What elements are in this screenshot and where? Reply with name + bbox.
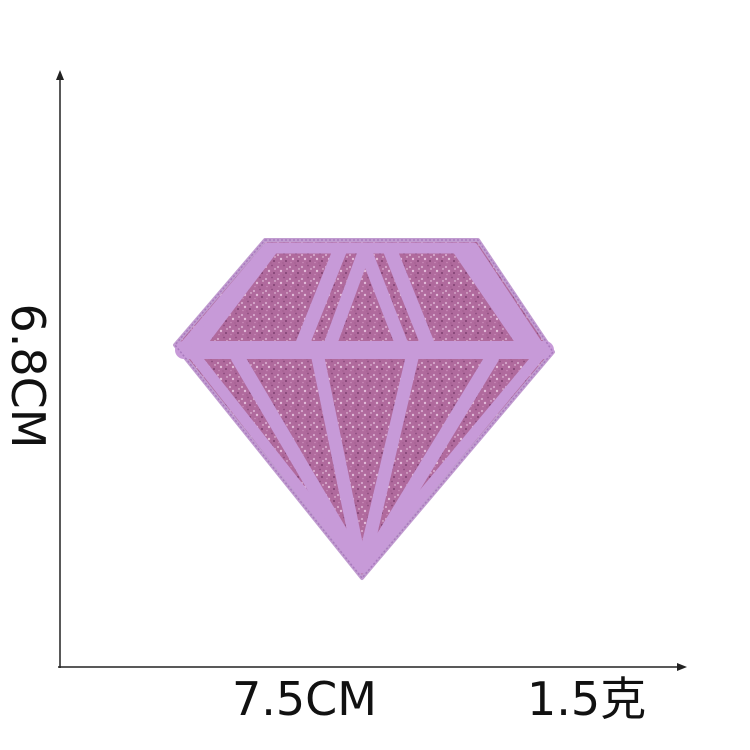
diamond-patch	[173, 238, 555, 580]
pavilion-facet-3	[357, 351, 419, 569]
diamond-icon	[173, 238, 555, 580]
crown-facet-6	[453, 243, 532, 352]
width-dimension-label: 7.5CM	[232, 672, 377, 726]
crown-facet-1	[191, 243, 277, 352]
crown-facet-2	[295, 243, 347, 352]
crown-facet-4	[358, 243, 409, 352]
pavilion-facet-2	[311, 351, 367, 569]
diamond-outer-edge	[174, 239, 554, 579]
height-dimension-label: 6.8CM	[1, 303, 55, 449]
up-arrow-icon	[56, 70, 64, 80]
weight-label: 1.5克	[527, 672, 647, 726]
diamond-outline-stitch	[180, 242, 548, 574]
pavilion-facet-4	[361, 351, 499, 569]
right-arrow-icon	[677, 663, 687, 671]
crown-facet-5	[383, 243, 435, 352]
crown-facet-3	[323, 243, 372, 352]
pavilion-facet-1	[231, 351, 365, 569]
